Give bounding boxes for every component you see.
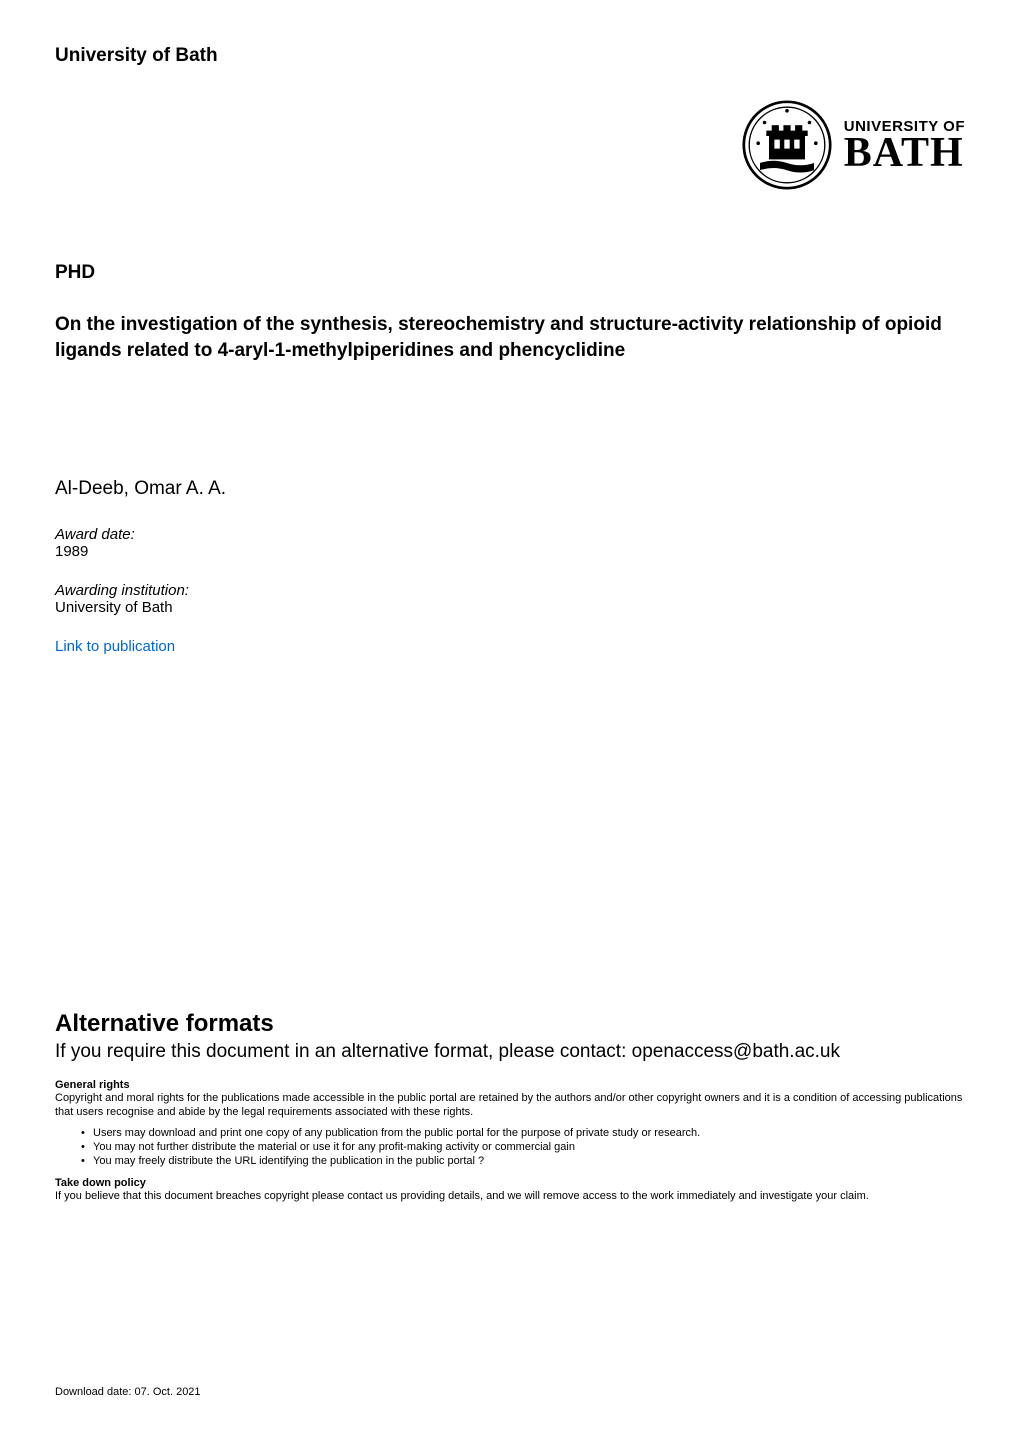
logo-text-block: UNIVERSITY OF BATH (844, 118, 965, 173)
general-rights-text: Copyright and moral rights for the publi… (55, 1092, 965, 1120)
award-date-value: 1989 (55, 543, 965, 560)
author-name: Al-Deeb, Omar A. A. (55, 478, 965, 500)
alternative-formats-heading: Alternative formats (55, 1010, 965, 1038)
awarding-institution-value: University of Bath (55, 599, 965, 616)
thesis-title: On the investigation of the synthesis, s… (55, 312, 955, 363)
general-rights-list: Users may download and print one copy of… (55, 1127, 965, 1168)
award-date-label: Award date: (55, 526, 965, 543)
institution-header: University of Bath (55, 45, 965, 67)
alternative-formats-text: If you require this document in an alter… (55, 1040, 965, 1065)
takedown-policy-heading: Take down policy (55, 1177, 965, 1189)
download-date: Download date: 07. Oct. 2021 (55, 1386, 201, 1398)
awarding-institution-block: Awarding institution: University of Bath (55, 582, 965, 616)
general-rights-heading: General rights (55, 1079, 965, 1091)
university-logo-block: UNIVERSITY OF BATH (742, 100, 965, 190)
rights-bullet: You may freely distribute the URL identi… (93, 1155, 965, 1169)
takedown-policy-text: If you believe that this document breach… (55, 1190, 965, 1204)
publication-link[interactable]: Link to publication (55, 638, 965, 655)
awarding-institution-label: Awarding institution: (55, 582, 965, 599)
rights-bullet: Users may download and print one copy of… (93, 1127, 965, 1141)
award-date-block: Award date: 1989 (55, 526, 965, 560)
logo-text-bottom: BATH (844, 135, 965, 173)
rights-bullet: You may not further distribute the mater… (93, 1141, 965, 1155)
university-crest-icon (742, 100, 832, 190)
degree-label: PHD (55, 262, 965, 284)
